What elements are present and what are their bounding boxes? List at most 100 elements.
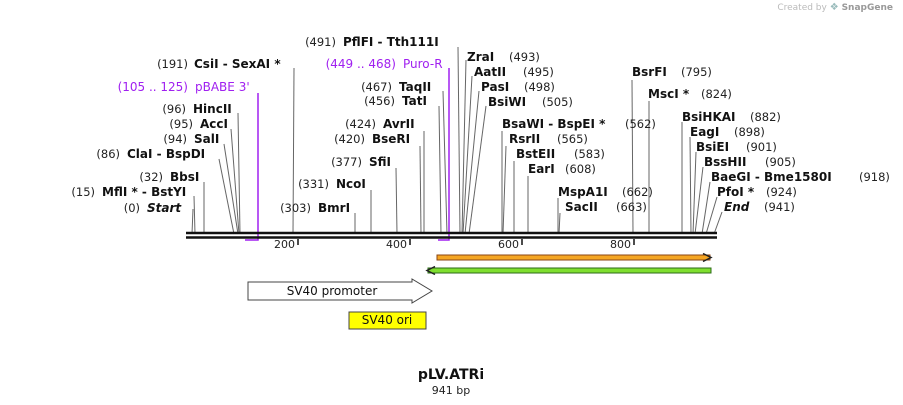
site-name[interactable]: BseRI <box>372 132 410 146</box>
scale-ticks: 200 400 600 800 <box>274 238 635 251</box>
site-name[interactable]: TatI <box>402 94 427 108</box>
site-line-eagi <box>689 136 692 235</box>
site-pos: (424) <box>345 117 376 131</box>
site-pos: (331) <box>298 177 329 191</box>
sv40-promoter-arrow <box>247 278 433 304</box>
feature-label: SV40 ori <box>362 313 413 327</box>
feature-label: SV40 promoter <box>287 284 378 298</box>
site-pos: (905) <box>765 155 796 169</box>
site-name[interactable]: BsrFI <box>632 65 667 79</box>
scale-tick-label: 600 <box>498 238 519 251</box>
feature-forward-arrow[interactable] <box>436 252 713 263</box>
sequence-backbone[interactable] <box>186 231 717 239</box>
site-name[interactable]: BbsI <box>170 170 199 184</box>
primer-pos: (105 .. 125) <box>118 80 188 94</box>
site-pos: (32) <box>139 170 163 184</box>
primer-puro-r[interactable]: (449 .. 468) Puro-R <box>326 57 450 241</box>
feature-reverse-arrow[interactable] <box>425 265 712 276</box>
credit-brand: SnapGene <box>841 3 893 13</box>
forward-arrowhead-icon <box>702 252 713 263</box>
site-name[interactable]: BmrI <box>318 201 350 215</box>
site-name[interactable]: ZraI <box>467 50 494 64</box>
site-name[interactable]: PasI <box>481 80 509 94</box>
site-line-end <box>713 211 723 235</box>
site-pos: (0) <box>124 201 140 215</box>
site-name[interactable]: MflI * - BstYI <box>102 185 186 199</box>
site-name[interactable]: BsaWI - BspEI * <box>502 117 606 131</box>
site-name[interactable]: AvrII <box>383 117 415 131</box>
site-pos: (491) <box>305 35 336 49</box>
scale-tick-label: 800 <box>610 238 631 251</box>
primer-pbabe3[interactable]: (105 .. 125) pBABE 3' <box>118 80 259 241</box>
site-name[interactable]: Start <box>147 201 182 215</box>
site-line-start <box>191 208 194 235</box>
map-title: pLV.ATRi <box>418 367 484 383</box>
site-name[interactable]: PflFI - Tth111I <box>343 35 439 49</box>
site-line-rsrii <box>502 145 507 235</box>
site-pos: (95) <box>169 117 193 131</box>
primer-name: pBABE 3' <box>195 80 250 94</box>
site-name[interactable]: MspA1I <box>558 185 608 199</box>
site-pos: (191) <box>157 57 188 71</box>
scale-tick-label: 400 <box>386 238 407 251</box>
site-pos: (505) <box>542 95 573 109</box>
site-line-hincii <box>237 112 241 235</box>
site-name[interactable]: BaeGI - Bme1580I <box>711 170 832 184</box>
feature-sv40-ori[interactable]: SV40 ori <box>348 311 427 330</box>
site-name[interactable]: BsiEI <box>696 140 729 154</box>
reverse-arrow-body <box>427 267 712 274</box>
site-pos: (495) <box>523 65 554 79</box>
site-name[interactable]: BsiHKAI <box>682 110 736 124</box>
site-line-sacii <box>558 212 561 235</box>
site-pos: (583) <box>574 147 605 161</box>
primer-pos: (449 .. 468) <box>326 57 396 71</box>
reverse-arrowhead-icon <box>425 265 436 276</box>
site-name[interactable]: CsiI - SexAI * <box>194 57 281 71</box>
site-pos: (456) <box>364 94 395 108</box>
site-line-acci <box>230 128 240 235</box>
site-pos: (662) <box>622 185 653 199</box>
credit-prefix: Created by <box>777 3 827 13</box>
site-name[interactable]: BsiWI <box>488 95 526 109</box>
site-name[interactable]: End <box>724 200 750 214</box>
site-pos: (467) <box>361 80 392 94</box>
site-name[interactable]: SalI <box>194 132 219 146</box>
site-line-bseri <box>419 145 422 235</box>
site-name[interactable]: SacII <box>565 200 598 214</box>
site-pos: (918) <box>859 170 890 184</box>
site-name[interactable]: PfoI * <box>717 185 755 199</box>
site-line-bsrfi <box>631 79 634 235</box>
site-name[interactable]: TaqII <box>399 80 431 94</box>
snapgene-logo-icon: ❖ <box>829 2 839 13</box>
site-line-tati <box>438 105 442 235</box>
site-line-pfoi <box>705 196 718 235</box>
site-name[interactable]: RsrII <box>509 132 540 146</box>
site-name[interactable]: BssHII <box>704 155 746 169</box>
primer-puro-r-marker <box>438 68 450 241</box>
snapgene-credit: Created by ❖ SnapGene <box>777 2 893 13</box>
forward-arrow-body <box>436 254 711 261</box>
site-line-sfii <box>395 167 398 235</box>
site-pos: (941) <box>764 200 795 214</box>
site-line-pflfi <box>457 46 461 235</box>
site-name[interactable]: AccI <box>200 117 228 131</box>
site-name[interactable]: EarI <box>528 162 555 176</box>
site-name[interactable]: HincII <box>193 102 232 116</box>
site-name[interactable]: ClaI - BspDI <box>127 147 205 161</box>
site-name[interactable]: NcoI <box>336 177 366 191</box>
site-pos: (608) <box>565 162 596 176</box>
scale-tick-label: 200 <box>274 238 295 251</box>
site-name[interactable]: AatII <box>474 65 506 79</box>
site-name[interactable]: BstEII <box>516 147 555 161</box>
site-pos: (493) <box>509 50 540 64</box>
site-pos: (420) <box>334 132 365 146</box>
site-line-mfli <box>193 195 196 235</box>
primer-pbabe3-marker <box>245 93 259 241</box>
feature-sv40-promoter[interactable]: SV40 promoter <box>247 278 433 304</box>
site-name[interactable]: MscI * <box>648 87 690 101</box>
site-pos: (898) <box>734 125 765 139</box>
site-name[interactable]: EagI <box>690 125 719 139</box>
site-pos: (901) <box>746 140 777 154</box>
site-name[interactable]: SfiI <box>369 155 391 169</box>
site-pos: (498) <box>524 80 555 94</box>
